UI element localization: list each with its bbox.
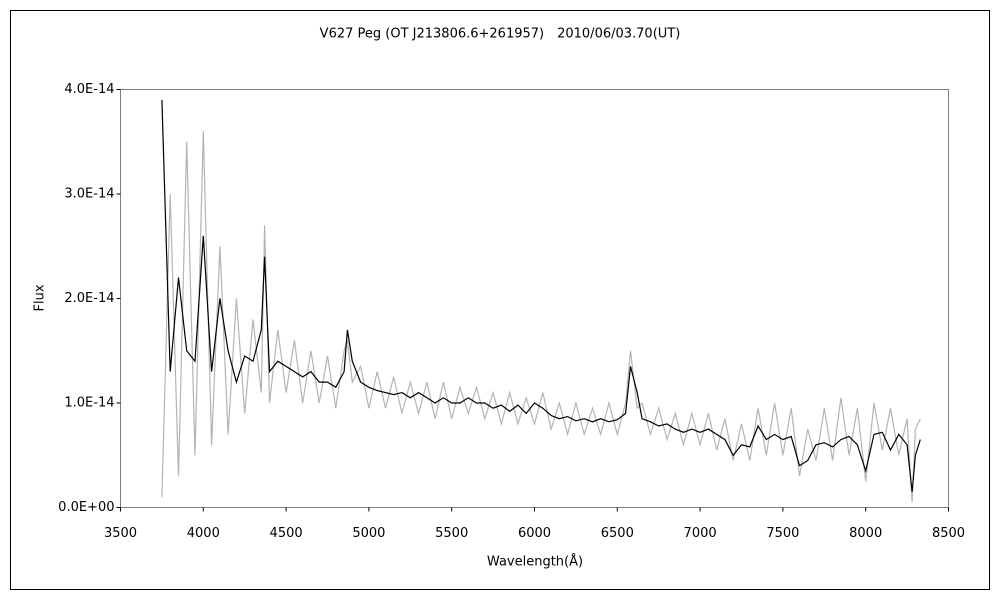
y-tick-label: 3.0E-14 [64,187,114,202]
y-tick-label: 4.0E-14 [64,82,114,97]
x-tick-label: 4000 [187,526,220,541]
y-tick-label: 1.0E-14 [64,396,114,411]
x-tick-label: 5000 [352,526,385,541]
x-tick-label: 6000 [518,526,551,541]
x-tick-label: 3500 [104,526,137,541]
y-tick-label: 0.0E+00 [58,500,114,515]
spectrum-line [161,131,921,503]
x-tick-label: 8500 [932,526,965,541]
x-tick-label: 7500 [766,526,799,541]
chart-title: V627 Peg (OT J213806.6+261957) 2010/06/0… [320,27,681,42]
x-tick-label: 6500 [601,526,634,541]
x-axis-label: Wavelength(Å) [487,554,583,570]
x-tick-label: 4500 [270,526,303,541]
x-tick-label: 5500 [435,526,468,541]
plot-area [120,89,949,508]
y-tick-label: 2.0E-14 [64,291,114,306]
x-tick-label: 8000 [849,526,882,541]
spectrum-line [161,99,921,492]
x-tick-label: 7000 [684,526,717,541]
y-axis-label: Flux [33,284,48,311]
